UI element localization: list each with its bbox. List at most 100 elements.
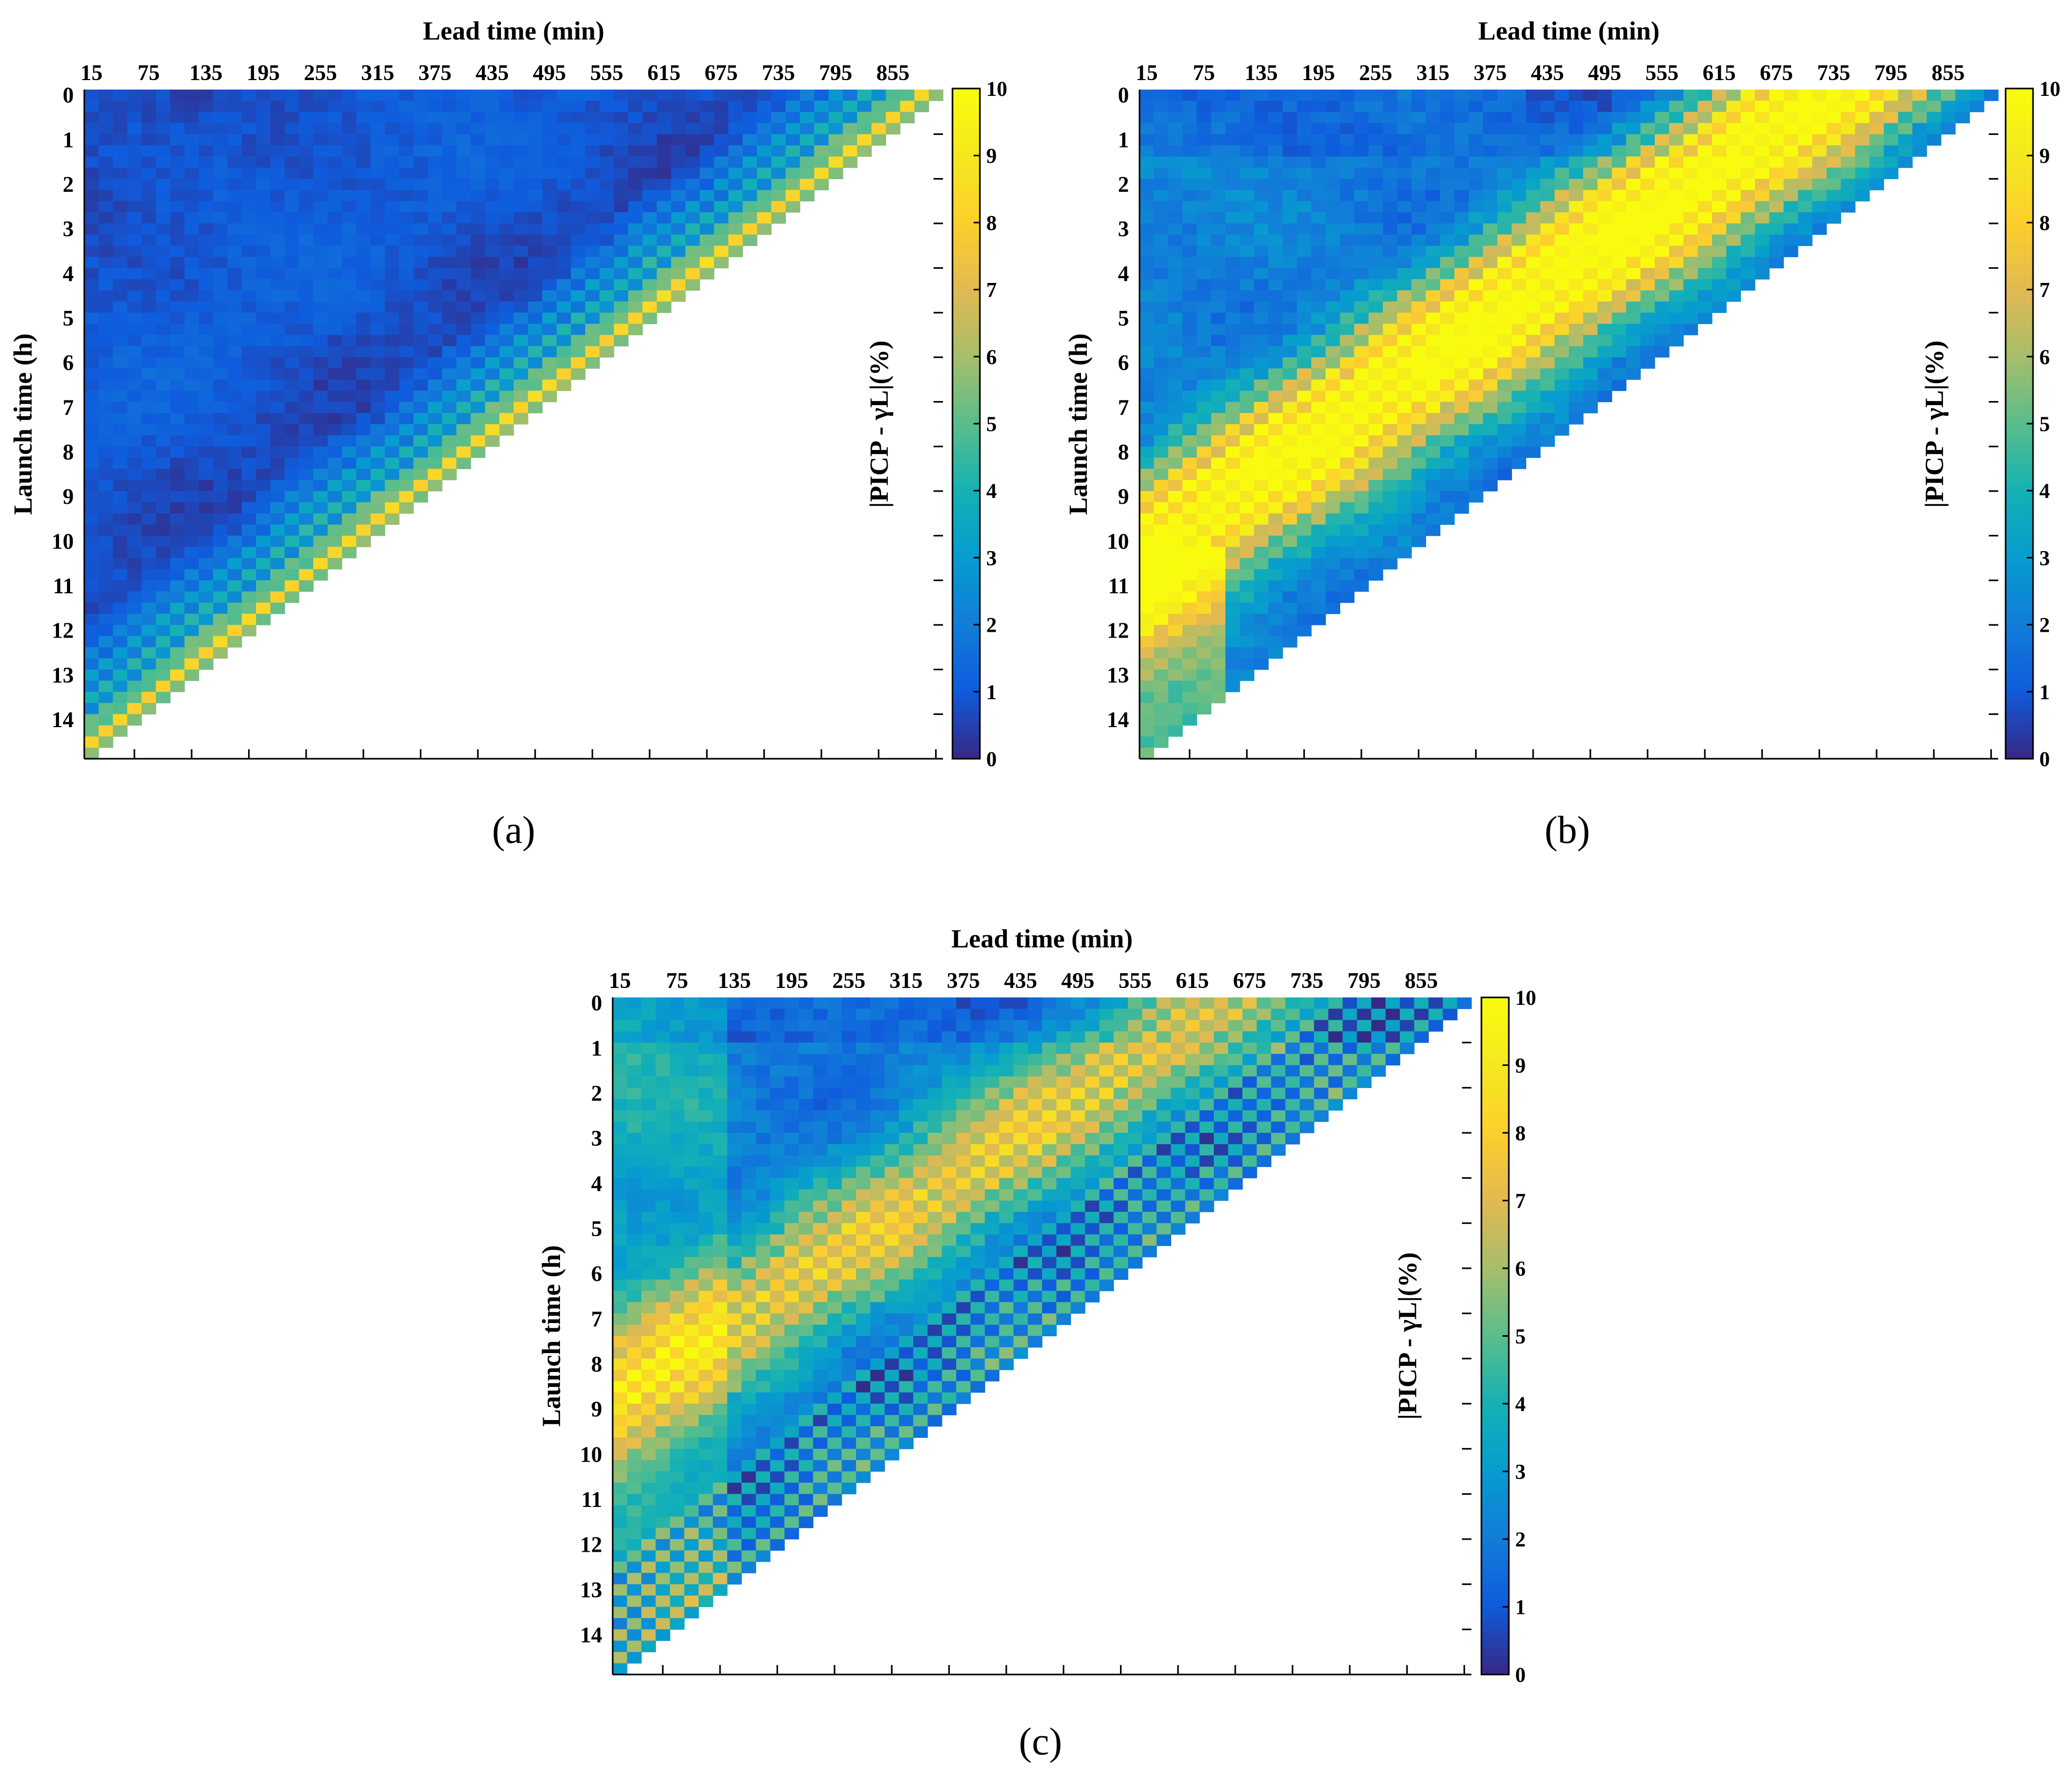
heatmap-cell xyxy=(127,591,142,603)
heatmap-cell xyxy=(1340,112,1355,124)
heatmap-cell xyxy=(127,246,142,258)
x-tick-label: 615 xyxy=(1703,61,1736,85)
heatmap-cell xyxy=(313,335,328,347)
heatmap-cell xyxy=(785,123,800,135)
heatmap-cell xyxy=(1554,156,1569,168)
heatmap-cell xyxy=(1340,212,1355,224)
heatmap-cell xyxy=(399,234,414,246)
heatmap-cell xyxy=(713,1155,728,1167)
heatmap-cell xyxy=(155,168,171,179)
heatmap-cell xyxy=(1240,435,1254,447)
heatmap-cell xyxy=(1113,1155,1128,1167)
heatmap-cell xyxy=(1554,101,1569,112)
heatmap-cell xyxy=(84,290,99,302)
heatmap-cell xyxy=(1056,1144,1071,1156)
heatmap-cell xyxy=(1214,1020,1229,1032)
heatmap-cell xyxy=(385,179,400,191)
heatmap-cell xyxy=(1268,312,1283,325)
heatmap-cell xyxy=(170,123,185,135)
heatmap-cell xyxy=(1240,379,1254,391)
heatmap-cell xyxy=(1526,346,1541,358)
heatmap-cell xyxy=(1154,457,1168,469)
heatmap-cell xyxy=(485,268,500,280)
colorbar-segment xyxy=(2006,216,2033,223)
heatmap-cell xyxy=(1271,1121,1286,1133)
heatmap-cell xyxy=(1612,290,1627,302)
heatmap-cell xyxy=(613,1042,627,1054)
heatmap-cell xyxy=(270,112,285,124)
heatmap-cell xyxy=(1454,424,1469,436)
heatmap-cell xyxy=(1211,424,1226,436)
heatmap-cell xyxy=(1156,1133,1172,1145)
heatmap-cell xyxy=(1497,301,1512,313)
heatmap-cell xyxy=(1841,134,1855,146)
heatmap-cell xyxy=(155,123,171,135)
heatmap-cell xyxy=(370,357,386,369)
heatmap-cell xyxy=(213,190,228,202)
heatmap-cell xyxy=(1411,246,1426,258)
heatmap-cell xyxy=(84,636,99,648)
heatmap-cell xyxy=(1140,535,1154,547)
heatmap-cell xyxy=(1941,112,1956,124)
heatmap-cell xyxy=(800,168,815,179)
colorbar-segment xyxy=(952,95,980,103)
heatmap-cell xyxy=(356,312,371,325)
panel-label: (a) xyxy=(492,809,535,852)
heatmap-cell xyxy=(1597,90,1613,101)
heatmap-cell xyxy=(828,168,843,179)
colorbar-segment xyxy=(2006,336,2033,344)
x-tick-label: 495 xyxy=(1588,61,1621,85)
heatmap-cell xyxy=(256,335,271,347)
heatmap-cell xyxy=(1140,179,1154,191)
heatmap-cell xyxy=(670,1042,685,1054)
heatmap-cell xyxy=(1400,1042,1415,1054)
heatmap-cell xyxy=(184,468,199,481)
heatmap-cell xyxy=(299,145,314,157)
heatmap-cell xyxy=(241,134,257,146)
heatmap-cell xyxy=(299,424,314,436)
heatmap-cell xyxy=(1497,413,1512,425)
heatmap-cell xyxy=(1228,1031,1243,1043)
heatmap-cell xyxy=(1254,569,1269,581)
heatmap-cell xyxy=(771,156,786,168)
heatmap-cell xyxy=(1569,145,1584,157)
colorbar-segment xyxy=(2006,397,2033,404)
heatmap-cell xyxy=(1182,257,1197,269)
heatmap-cell xyxy=(356,101,371,112)
heatmap-cell xyxy=(856,1155,871,1167)
heatmap-cell xyxy=(628,212,643,224)
heatmap-cell xyxy=(628,156,643,168)
heatmap-cell xyxy=(370,402,386,414)
heatmap-cell xyxy=(1268,379,1283,391)
heatmap-cell xyxy=(1168,134,1183,146)
heatmap-cell xyxy=(1798,123,1813,135)
heatmap-cell xyxy=(1526,312,1541,325)
heatmap-cell xyxy=(1440,413,1455,425)
heatmap-cell xyxy=(470,179,486,191)
heatmap-cell xyxy=(356,457,371,469)
heatmap-cell xyxy=(1741,279,1755,291)
heatmap-cell xyxy=(184,346,199,358)
heatmap-cell xyxy=(256,569,271,581)
heatmap-cell xyxy=(841,1189,857,1201)
heatmap-cell xyxy=(470,402,486,414)
heatmap-cell xyxy=(1182,324,1197,336)
heatmap-cell xyxy=(1511,212,1527,224)
colorbar-tick-label: 8 xyxy=(986,211,997,234)
heatmap-cell xyxy=(442,435,457,447)
heatmap-cell xyxy=(841,1167,857,1179)
heatmap-cell xyxy=(1440,390,1455,403)
heatmap-cell xyxy=(1325,379,1340,391)
heatmap-cell xyxy=(1282,457,1298,469)
heatmap-cell xyxy=(614,101,629,112)
heatmap-cell xyxy=(927,1065,942,1077)
heatmap-cell xyxy=(1354,479,1369,492)
heatmap-cell xyxy=(641,1144,656,1156)
heatmap-cell xyxy=(642,301,657,313)
heatmap-cell xyxy=(1211,357,1226,369)
heatmap-cell xyxy=(941,1009,957,1021)
heatmap-cell xyxy=(1282,468,1298,481)
heatmap-cell xyxy=(956,1189,971,1201)
heatmap-cell xyxy=(1311,390,1326,403)
heatmap-cell xyxy=(542,246,557,258)
